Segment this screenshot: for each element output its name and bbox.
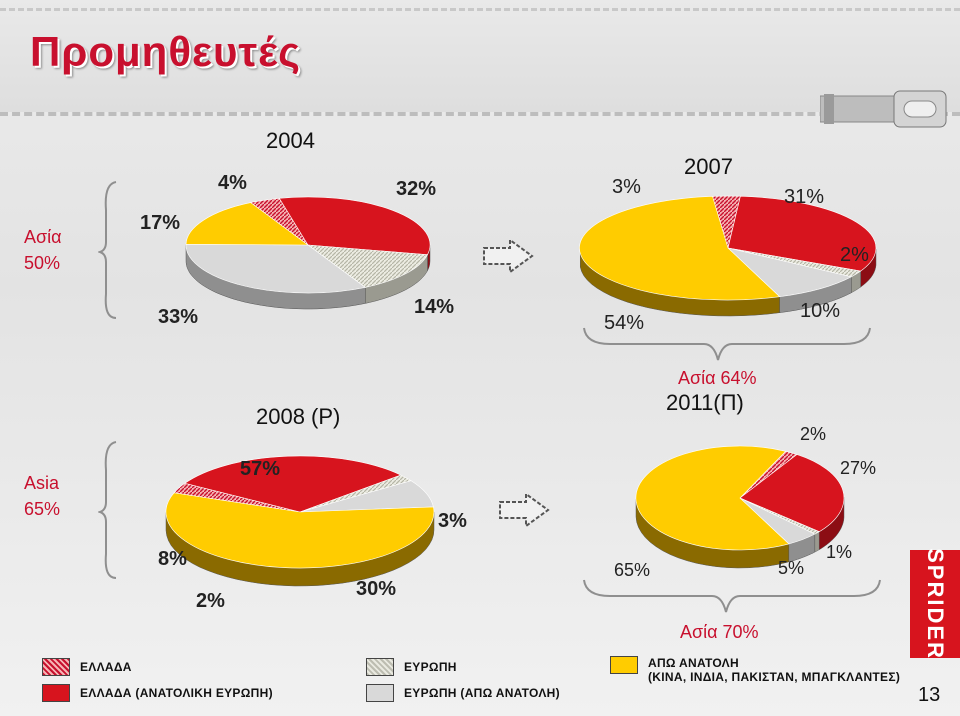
header-band (0, 0, 960, 116)
data-label: 3% (438, 510, 467, 532)
data-label: 27% (840, 458, 877, 478)
legend-label: ΕΛΛΑΔΑ (ΑΝΑΤΟΛΙΚΗ ΕΥΡΩΠΗ) (80, 686, 273, 700)
legend-item: ΕΥΡΩΠΗ (ΑΠΩ ΑΝΑΤΟΛΗ) (366, 684, 560, 702)
chart-title-2008: 2008 (P) (256, 404, 341, 429)
legend-label: ΕΥΡΩΠΗ (ΑΠΩ ΑΝΑΤΟΛΗ) (404, 686, 560, 700)
pie-slice (635, 445, 790, 551)
data-label: 30% (356, 578, 397, 600)
data-label: 33% (158, 306, 199, 328)
legend-swatch (610, 656, 638, 674)
legend-label: ΕΥΡΩΠΗ (404, 660, 457, 674)
asia-note-bottom: Ασία 70% (680, 622, 759, 642)
arrow-right-icon (483, 238, 534, 274)
pie-slice (579, 195, 781, 301)
page-title: Προμηθευτές (30, 28, 301, 75)
zipper-icon (820, 90, 947, 128)
pie-group (165, 195, 877, 587)
data-label: 2% (196, 590, 225, 612)
data-label: 1% (826, 542, 853, 562)
data-label: 65% (614, 560, 651, 580)
legend-label: ΑΠΩ ΑΝΑΤΟΛΗ (648, 656, 739, 670)
data-label: 10% (800, 300, 841, 322)
pie-slice (727, 195, 877, 272)
legend-label-detail: (ΚΙΝΑ, ΙΝΔΙΑ, ΠΑΚΙΣΤΑΝ, ΜΠΑΓΚΛΑΝΤΕΣ) (648, 670, 901, 684)
data-label: 17% (140, 212, 181, 234)
chart-title-2007: 2007 (684, 154, 733, 179)
pie-slice (306, 244, 428, 288)
brace-2011 (583, 579, 881, 613)
legend-swatch (366, 658, 394, 676)
data-label: 3% (612, 176, 641, 198)
legend-swatch (366, 684, 394, 702)
data-label: 2% (840, 244, 869, 266)
pie-slice (278, 196, 431, 256)
legend-swatch (42, 684, 70, 702)
data-label: 54% (604, 312, 645, 334)
pie-slice (165, 492, 435, 569)
asia-note-value: 65% (24, 499, 61, 519)
pie-slice (184, 455, 402, 513)
brace-left-bottom (98, 441, 117, 579)
data-label: 5% (778, 558, 805, 578)
legend-swatch (42, 658, 70, 676)
page-number: 13 (918, 684, 941, 706)
asia-note-word: Asia (24, 473, 60, 493)
pie-slice (739, 454, 845, 533)
pie-side (814, 531, 820, 553)
asia-note-2011: Ασία 64% (678, 368, 757, 388)
brand-logo: SPRIDER (910, 548, 960, 660)
pie-slice (185, 202, 309, 246)
chart-title-2004: 2004 (266, 128, 315, 153)
data-label: 57% (240, 458, 281, 480)
logo-text: SPRIDER (923, 548, 949, 660)
data-label: 8% (158, 548, 187, 570)
data-label: 14% (414, 296, 455, 318)
arrow-right-icon (499, 492, 550, 528)
legend-item: ΕΛΛΑΔΑ (ΑΝΑΤΟΛΙΚΗ ΕΥΡΩΠΗ) (42, 684, 273, 702)
pie-slice (726, 247, 853, 298)
pie-slice (185, 243, 367, 294)
stitching-decoration (0, 8, 960, 11)
data-label: 32% (396, 178, 437, 200)
asia-note-2008: Asia 65% (24, 470, 60, 522)
chart-title-2011: 2011(Π) (666, 390, 744, 415)
data-label: 31% (784, 186, 825, 208)
brace-left-top (98, 181, 117, 319)
asia-note-word: Ασία (24, 227, 62, 247)
asia-note-2004: Ασία 50% (24, 224, 62, 276)
legend-item: ΕΥΡΩΠΗ (366, 658, 457, 676)
legend-label: ΕΛΛΑΔΑ (80, 660, 132, 674)
legend-item: ΕΛΛΑΔΑ (42, 658, 132, 676)
data-label: 4% (218, 172, 247, 194)
legend-item: ΑΠΩ ΑΝΑΤΟΛΗ (ΚΙΝΑ, ΙΝΔΙΑ, ΠΑΚΙΣΤΑΝ, ΜΠΑΓ… (610, 656, 900, 684)
data-label: 2% (800, 424, 827, 444)
brace-2007 (583, 327, 871, 361)
asia-note-value: 50% (24, 253, 61, 273)
